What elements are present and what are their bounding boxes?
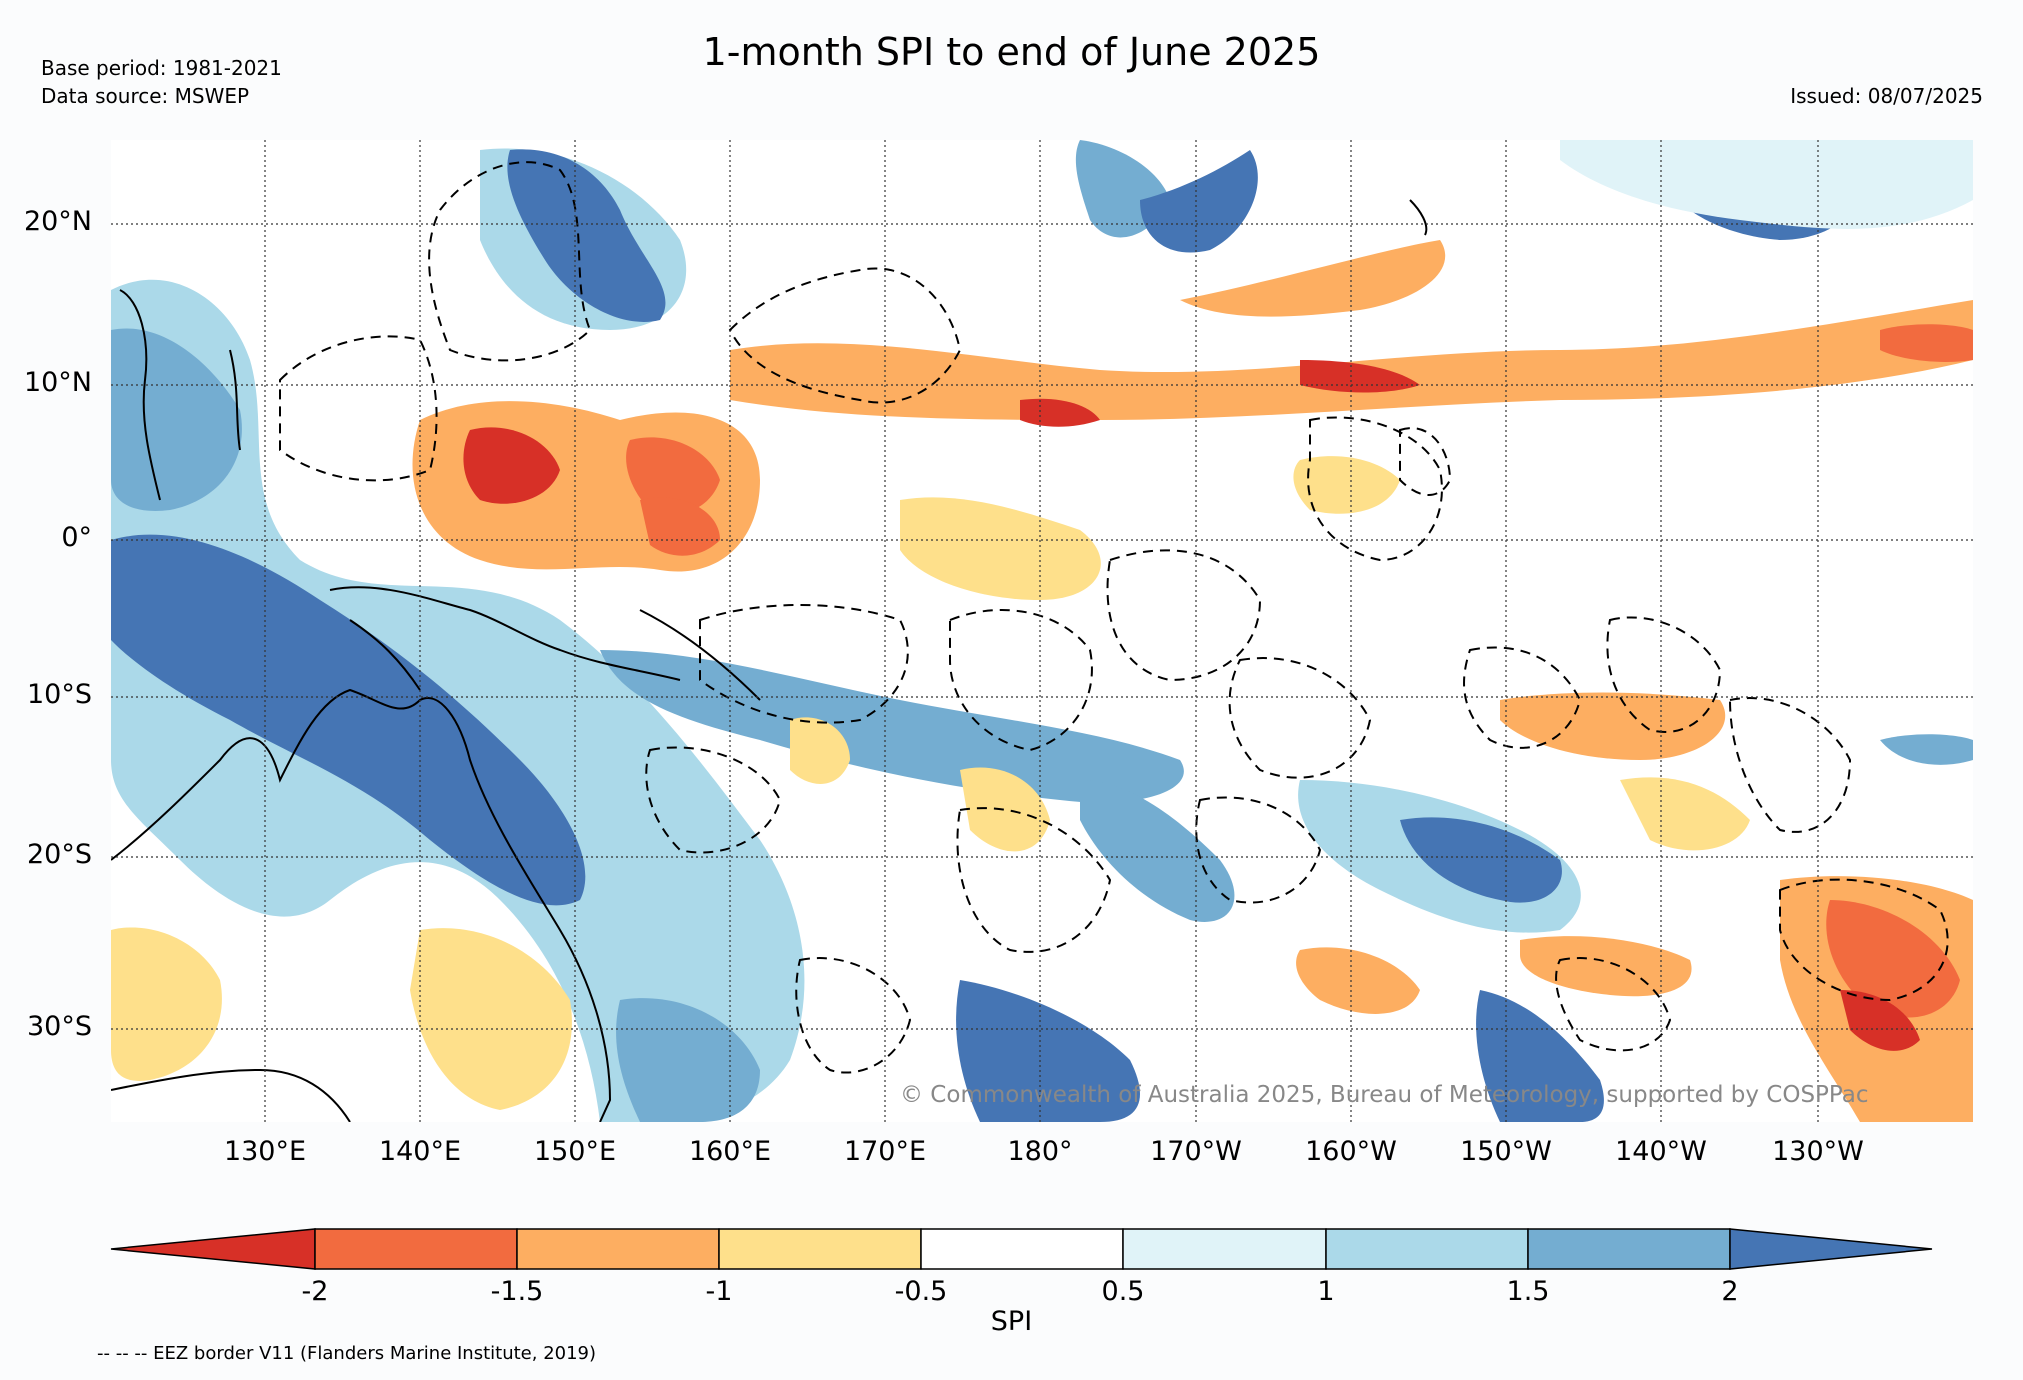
lon-label: 180°: [1007, 1136, 1073, 1167]
issued-date-text: Issued: 08/07/2025: [1790, 84, 1983, 108]
colorbar-tick: 1: [1317, 1276, 1335, 1307]
colorbar-bin: [516, 1228, 720, 1270]
lon-label: 150°E: [533, 1136, 617, 1167]
lon-label: 130°E: [223, 1136, 307, 1167]
eez-borders: [279, 161, 1949, 1074]
lon-label: 160°E: [688, 1136, 772, 1167]
gridlines: [111, 140, 1973, 1122]
lon-label: 140°W: [1615, 1136, 1707, 1167]
colorbar-tick: -1.5: [490, 1276, 544, 1307]
lat-label: 10°S: [27, 679, 92, 710]
colorbar-extend-high: [1729, 1228, 1933, 1270]
colorbar-tick: -1: [705, 1276, 733, 1307]
spi-fields: [111, 140, 1973, 1122]
colorbar-bin: [718, 1228, 922, 1270]
colorbar: [110, 1228, 1933, 1270]
colorbar-tick: -2: [301, 1276, 329, 1307]
lon-label: 140°E: [378, 1136, 462, 1167]
lon-label: 170°W: [1150, 1136, 1242, 1167]
lon-label: 150°W: [1460, 1136, 1552, 1167]
lon-label: 160°W: [1305, 1136, 1397, 1167]
lon-label: 170°E: [843, 1136, 927, 1167]
data-source-text: Data source: MSWEP: [41, 84, 250, 108]
copyright-notice: © Commonwealth of Australia 2025, Bureau…: [900, 1082, 1869, 1108]
colorbar-tick: -0.5: [894, 1276, 948, 1307]
colorbar-tick: 0.5: [1101, 1276, 1145, 1307]
colorbar-bin: [920, 1228, 1124, 1270]
colorbar-bin: [314, 1228, 518, 1270]
colorbar-bin: [1325, 1228, 1529, 1270]
lat-label: 30°S: [27, 1011, 92, 1042]
base-period-text: Base period: 1981-2021: [41, 56, 282, 80]
coastlines: [111, 199, 1428, 1122]
colorbar-bin: [1527, 1228, 1731, 1270]
lat-label: 20°N: [23, 206, 92, 237]
colorbar-tick: 1.5: [1506, 1276, 1550, 1307]
lat-label: 20°S: [27, 839, 92, 870]
colorbar-bin: [1122, 1228, 1327, 1270]
colorbar-extend-low: [110, 1228, 316, 1270]
lat-label: 0°: [61, 522, 92, 553]
lon-label: 130°W: [1772, 1136, 1864, 1167]
lat-label: 10°N: [23, 367, 92, 398]
eez-legend-note: -- -- -- EEZ border V11 (Flanders Marine…: [97, 1343, 597, 1364]
colorbar-label: SPI: [990, 1306, 1033, 1337]
colorbar-tick: 2: [1721, 1276, 1739, 1307]
map-title: 1-month SPI to end of June 2025: [702, 30, 1321, 74]
